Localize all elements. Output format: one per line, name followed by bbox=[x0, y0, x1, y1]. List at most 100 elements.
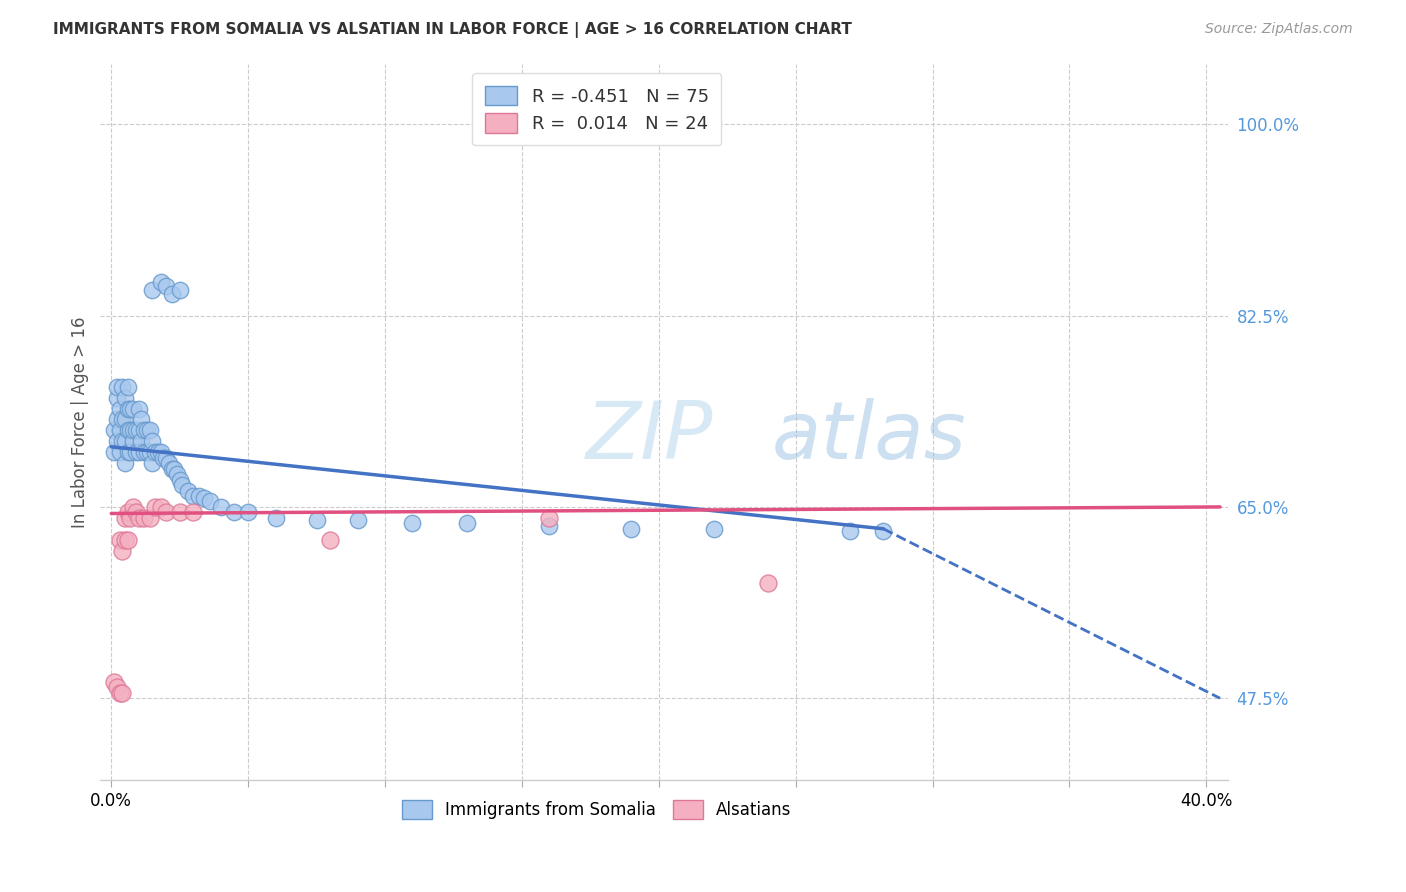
Point bbox=[111, 686, 134, 700]
Point bbox=[264, 511, 287, 525]
Point bbox=[172, 478, 194, 492]
Point bbox=[105, 681, 128, 695]
Point bbox=[155, 279, 177, 293]
Point bbox=[319, 533, 342, 547]
Point bbox=[103, 674, 125, 689]
Point bbox=[538, 511, 561, 525]
Point bbox=[117, 505, 139, 519]
Point bbox=[169, 505, 191, 519]
Point bbox=[122, 423, 145, 437]
Point bbox=[149, 275, 172, 289]
Point bbox=[138, 511, 160, 525]
Point bbox=[111, 543, 134, 558]
Point bbox=[108, 445, 131, 459]
Point bbox=[125, 445, 148, 459]
Point bbox=[138, 423, 160, 437]
Point bbox=[703, 522, 725, 536]
Point bbox=[134, 423, 156, 437]
Point bbox=[108, 533, 131, 547]
Point bbox=[346, 513, 368, 527]
Point bbox=[183, 505, 205, 519]
Point bbox=[198, 494, 221, 508]
Point bbox=[128, 401, 150, 416]
Point bbox=[456, 516, 478, 531]
Point bbox=[128, 423, 150, 437]
Point bbox=[209, 500, 232, 514]
Point bbox=[114, 434, 136, 449]
Point bbox=[105, 379, 128, 393]
Point bbox=[177, 483, 200, 498]
Point bbox=[135, 445, 157, 459]
Point bbox=[105, 391, 128, 405]
Point bbox=[401, 516, 423, 531]
Point bbox=[138, 445, 160, 459]
Point bbox=[120, 401, 142, 416]
Point bbox=[111, 379, 134, 393]
Text: ZIP: ZIP bbox=[585, 398, 713, 475]
Point bbox=[128, 511, 150, 525]
Point bbox=[117, 533, 139, 547]
Point bbox=[305, 513, 328, 527]
Point bbox=[143, 445, 166, 459]
Point bbox=[152, 450, 174, 465]
Point bbox=[839, 524, 862, 538]
Point bbox=[187, 489, 209, 503]
Point bbox=[183, 489, 205, 503]
Point bbox=[120, 445, 142, 459]
Point bbox=[122, 434, 145, 449]
Point bbox=[120, 423, 142, 437]
Point bbox=[103, 445, 125, 459]
Point bbox=[141, 456, 163, 470]
Point bbox=[105, 412, 128, 426]
Point bbox=[108, 401, 131, 416]
Point bbox=[157, 456, 180, 470]
Point bbox=[117, 423, 139, 437]
Point bbox=[141, 284, 163, 298]
Text: IMMIGRANTS FROM SOMALIA VS ALSATIAN IN LABOR FORCE | AGE > 16 CORRELATION CHART: IMMIGRANTS FROM SOMALIA VS ALSATIAN IN L… bbox=[53, 22, 852, 38]
Point bbox=[111, 412, 134, 426]
Point bbox=[163, 461, 186, 475]
Point bbox=[114, 412, 136, 426]
Point bbox=[117, 379, 139, 393]
Point bbox=[155, 505, 177, 519]
Point bbox=[114, 533, 136, 547]
Text: atlas: atlas bbox=[772, 398, 966, 475]
Point bbox=[114, 456, 136, 470]
Point bbox=[125, 505, 148, 519]
Legend: Immigrants from Somalia, Alsatians: Immigrants from Somalia, Alsatians bbox=[395, 794, 799, 826]
Point bbox=[149, 445, 172, 459]
Point bbox=[117, 401, 139, 416]
Point bbox=[169, 473, 191, 487]
Point bbox=[166, 467, 188, 482]
Point bbox=[193, 491, 215, 505]
Point bbox=[134, 445, 156, 459]
Point bbox=[125, 423, 148, 437]
Point bbox=[224, 505, 246, 519]
Point bbox=[122, 500, 145, 514]
Point bbox=[160, 286, 183, 301]
Point bbox=[146, 445, 169, 459]
Point bbox=[620, 522, 643, 536]
Point bbox=[238, 505, 260, 519]
Point bbox=[169, 284, 191, 298]
Y-axis label: In Labor Force | Age > 16: In Labor Force | Age > 16 bbox=[72, 317, 89, 528]
Point bbox=[114, 511, 136, 525]
Point bbox=[120, 511, 142, 525]
Point bbox=[538, 518, 561, 533]
Point bbox=[149, 500, 172, 514]
Point bbox=[134, 511, 156, 525]
Point bbox=[114, 391, 136, 405]
Point bbox=[105, 434, 128, 449]
Point bbox=[128, 445, 150, 459]
Point bbox=[131, 412, 153, 426]
Point bbox=[160, 461, 183, 475]
Point bbox=[111, 434, 134, 449]
Point bbox=[108, 686, 131, 700]
Point bbox=[872, 524, 894, 538]
Point bbox=[756, 576, 779, 591]
Point bbox=[135, 423, 157, 437]
Text: Source: ZipAtlas.com: Source: ZipAtlas.com bbox=[1205, 22, 1353, 37]
Point bbox=[108, 423, 131, 437]
Point bbox=[143, 500, 166, 514]
Point bbox=[155, 450, 177, 465]
